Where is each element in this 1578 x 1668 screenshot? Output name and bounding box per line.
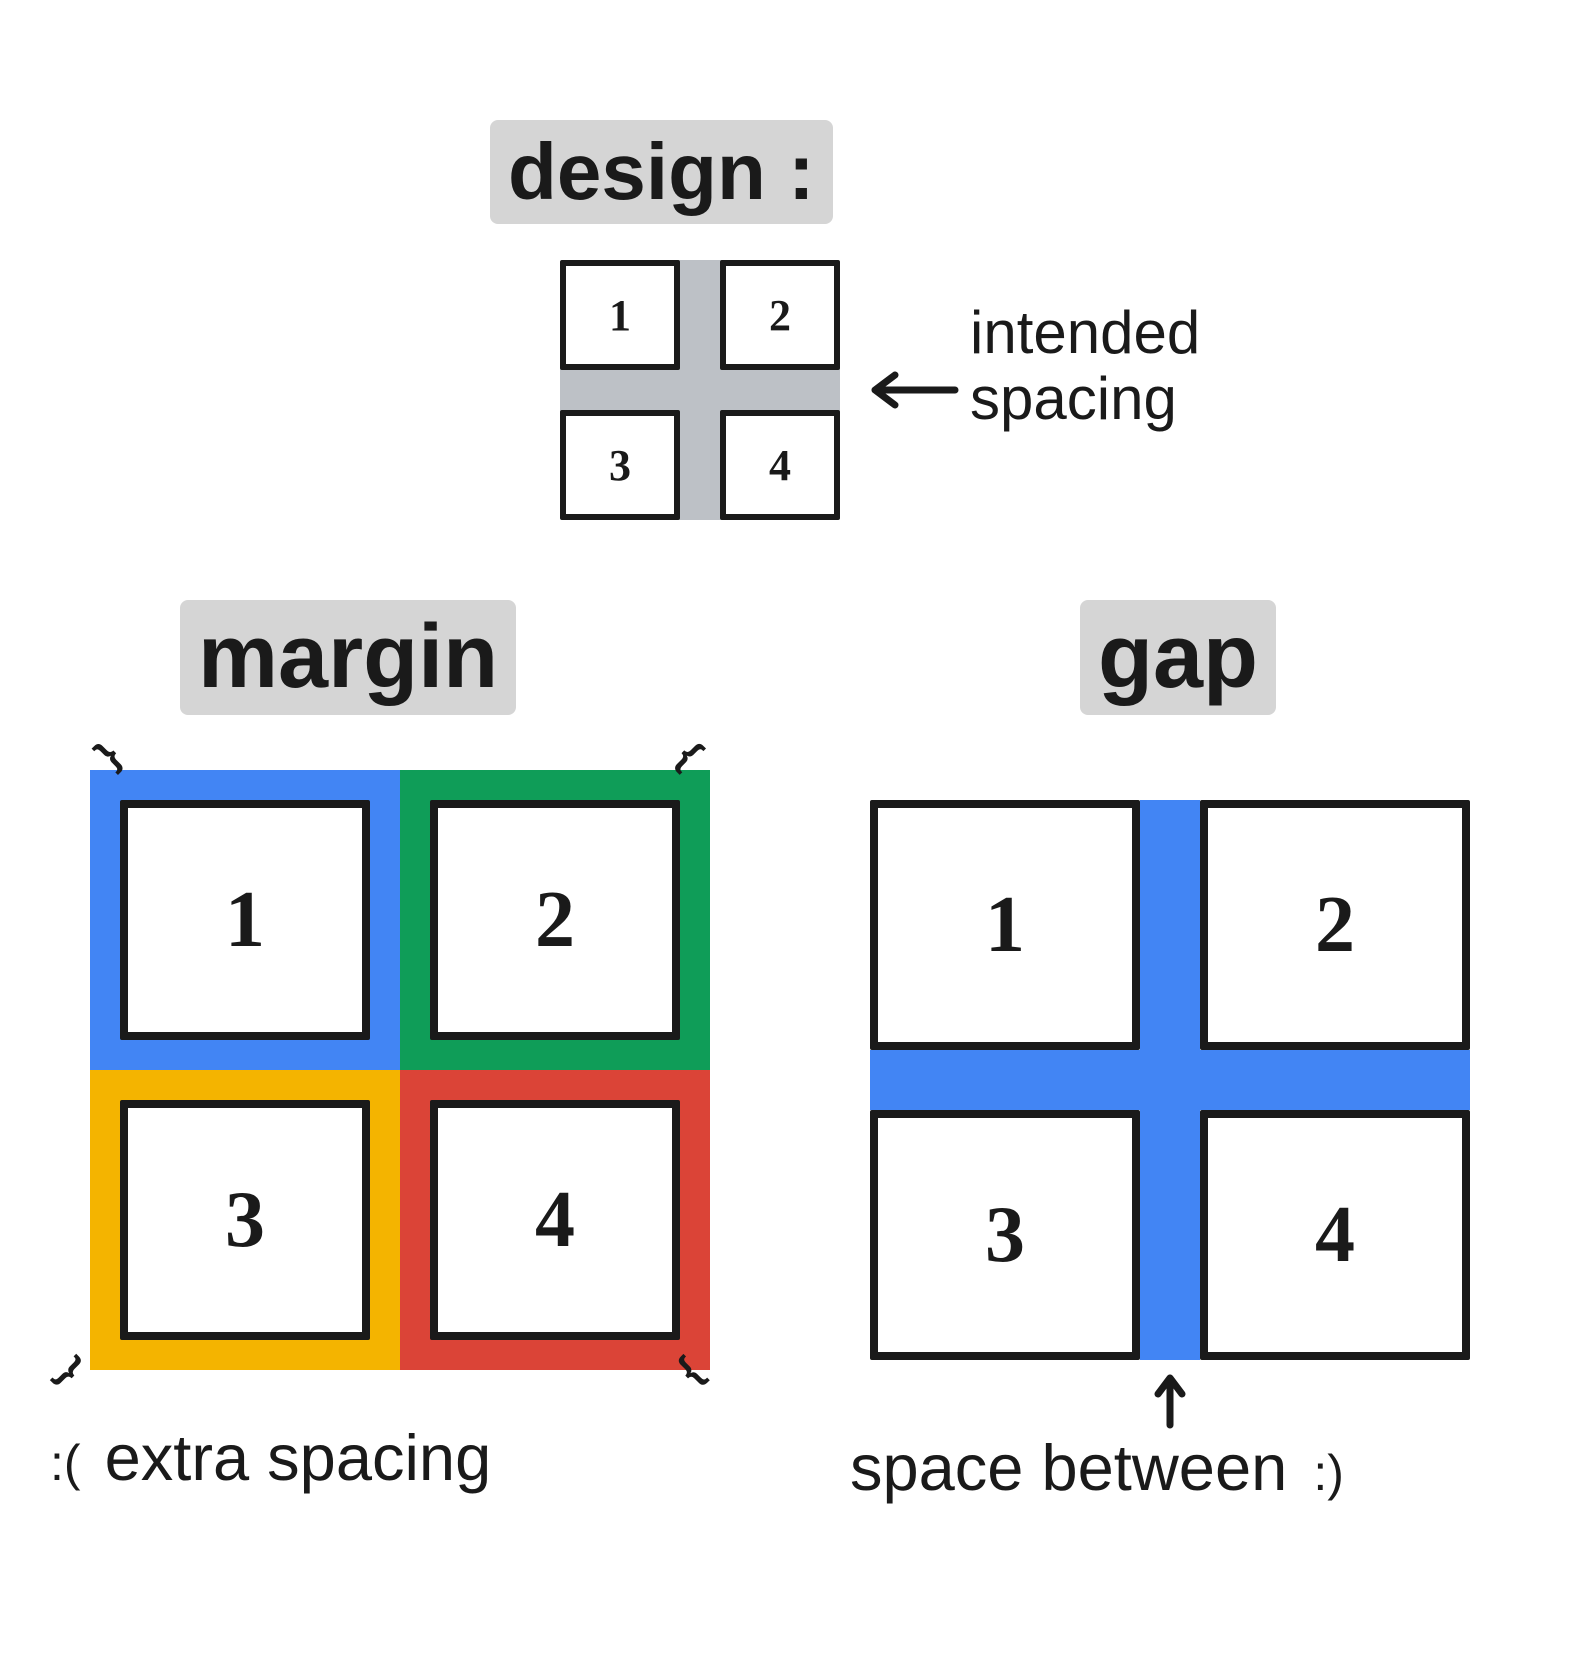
margin-cell-1: 1 xyxy=(90,770,400,1070)
gap-cell-4: 4 xyxy=(1200,1110,1470,1360)
design-cell-3: 3 xyxy=(560,410,680,520)
cell-number: 4 xyxy=(769,440,791,491)
gap-annotation: space between :) xyxy=(850,1430,1344,1505)
cell-number: 3 xyxy=(225,1175,265,1266)
gap-label: gap xyxy=(1080,600,1276,715)
margin-cell-2: 2 xyxy=(400,770,710,1070)
happy-face-icon: :) xyxy=(1313,1445,1344,1501)
margin-annotation: :( extra spacing xyxy=(50,1420,491,1495)
design-cell-4: 4 xyxy=(720,410,840,520)
brace-icon: } xyxy=(50,1350,89,1389)
cell-number: 1 xyxy=(609,290,631,341)
design-grid: 1 2 3 4 xyxy=(560,260,840,520)
gap-cell-3: 3 xyxy=(870,1110,1140,1360)
cell-number: 1 xyxy=(985,880,1025,971)
gap-grid: 1 2 3 4 xyxy=(870,800,1470,1360)
cell-number: 1 xyxy=(225,875,265,966)
cell-number: 3 xyxy=(609,440,631,491)
cell-number: 2 xyxy=(1315,880,1355,971)
cell-number: 2 xyxy=(535,875,575,966)
margin-label: margin xyxy=(180,600,516,715)
design-label: design : xyxy=(490,120,833,224)
cell-number: 3 xyxy=(985,1190,1025,1281)
margin-annotation-text: extra spacing xyxy=(105,1421,492,1494)
design-annotation: intended spacing xyxy=(970,300,1200,432)
cell-number: 2 xyxy=(769,290,791,341)
margin-cell-3: 3 xyxy=(90,1070,400,1370)
gap-cell-1: 1 xyxy=(870,800,1140,1050)
sad-face-icon: :( xyxy=(50,1435,81,1491)
brace-icon: { xyxy=(670,735,709,774)
cell-number: 4 xyxy=(1315,1190,1355,1281)
arrow-up-icon xyxy=(1150,1370,1190,1430)
margin-grid: 1 2 3 4 xyxy=(90,770,710,1370)
gap-cell-2: 2 xyxy=(1200,800,1470,1050)
gap-grid-wrap: 1 2 3 4 xyxy=(870,800,1470,1360)
cell-number: 4 xyxy=(535,1175,575,1266)
design-cell-1: 1 xyxy=(560,260,680,370)
margin-cell-4: 4 xyxy=(400,1070,710,1370)
brace-icon: } xyxy=(88,735,127,774)
design-cell-2: 2 xyxy=(720,260,840,370)
arrow-left-icon xyxy=(860,360,960,420)
gap-annotation-text: space between xyxy=(850,1431,1287,1504)
